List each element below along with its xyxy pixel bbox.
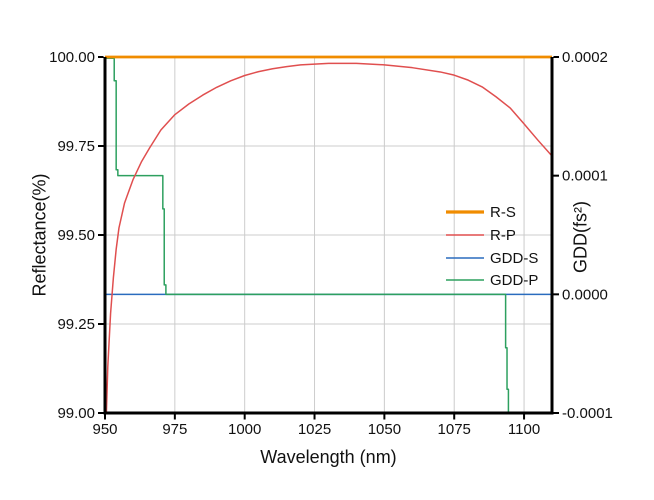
left-tick-label: 99.50 — [57, 227, 95, 244]
legend-label-r-p: R-P — [490, 227, 516, 244]
legend-item-r-s: R-S — [446, 204, 516, 221]
x-tick-label: 1075 — [438, 421, 471, 438]
legend-label-gdd-p: GDD-P — [490, 272, 538, 289]
legend-item-gdd-s: GDD-S — [446, 250, 538, 267]
legend-item-gdd-p: GDD-P — [446, 272, 538, 289]
legend-item-r-p: R-P — [446, 227, 516, 244]
left-axis-title: Reflectance(%) — [29, 173, 50, 297]
left-tick-label: 99.75 — [57, 138, 95, 155]
series-line-gdd-p — [105, 57, 510, 413]
x-axis-title: Wavelength (nm) — [260, 447, 397, 467]
x-tick-label: 975 — [162, 421, 187, 438]
x-tick-label: 1100 — [508, 421, 540, 438]
right-tick-label: 0.0002 — [562, 49, 608, 66]
left-tick-label: 99.25 — [57, 316, 95, 333]
legend-label-gdd-s: GDD-S — [490, 250, 538, 267]
x-tick-label: 1050 — [368, 421, 401, 438]
x-tick-label: 1000 — [228, 421, 261, 438]
series-line-r-p — [105, 62, 553, 414]
x-tick-label: 1025 — [298, 421, 331, 438]
x-tick-label: 950 — [92, 421, 117, 438]
legend-label-r-s: R-S — [490, 204, 516, 221]
right-tick-label: 0.0001 — [562, 168, 608, 185]
left-tick-label: 99.00 — [57, 405, 95, 422]
right-tick-label: 0.0000 — [562, 286, 608, 303]
right-tick-label: -0.0001 — [562, 405, 613, 422]
left-tick-label: 100.00 — [49, 49, 95, 66]
right-axis-title: GDD(fs²) — [570, 201, 591, 273]
